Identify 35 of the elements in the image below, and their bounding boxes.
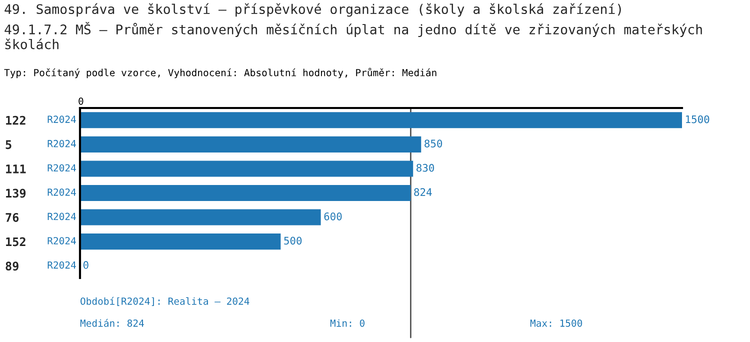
bar [80, 112, 682, 128]
text: Typ: Počítaný podle vzorce, Vyhodnocení: Absolutní hodnoty, Průměr: Medián [4, 68, 436, 78]
y-tick-label: 5 [6, 140, 12, 150]
text: Min: 0 [330, 319, 364, 327]
data-label: 830 [416, 164, 434, 172]
y-tick-label: 111 [6, 164, 26, 174]
data-label: 500 [284, 236, 302, 245]
data-label: 824 [414, 188, 432, 196]
y-tick-label: 76 [6, 213, 19, 222]
text: Max: 1500 [530, 319, 582, 327]
data-label: 1500 [686, 115, 710, 124]
text: R2024 [48, 188, 76, 196]
chart-subtitle: 49.1.7.2 MŠ – Průměr stanovených měsíčních úplat na jedno dítě ve zřizovaných mateřských školách [4, 22, 702, 50]
text: R2024 [48, 212, 76, 220]
text: Medián: 824 [80, 318, 144, 327]
text: Období[R2024]: Realita – 2024 [80, 296, 250, 306]
data-label: 850 [424, 140, 442, 148]
bar [80, 209, 321, 226]
text: 0 [78, 97, 84, 105]
bar [80, 184, 411, 202]
bar [80, 160, 414, 177]
y-tick-label: 89 [6, 262, 18, 271]
text: R2024 [48, 164, 76, 172]
y-tick-label: 139 [6, 188, 26, 198]
data-label: 0 [83, 261, 88, 269]
y-tick-label: 122 [6, 116, 26, 125]
data-label: 600 [324, 212, 342, 220]
text: R2024 [48, 237, 76, 244]
chart-title: 49. Samospráva ve školství – příspěvkové organizace (školy a školská zařízení) [4, 3, 621, 17]
bar [80, 234, 281, 250]
text: R2024 [48, 261, 76, 269]
text: R2024 [48, 140, 76, 148]
series-label: R2024 [48, 116, 76, 123]
y-tick-label: 152 [6, 237, 26, 246]
bar [80, 136, 422, 152]
